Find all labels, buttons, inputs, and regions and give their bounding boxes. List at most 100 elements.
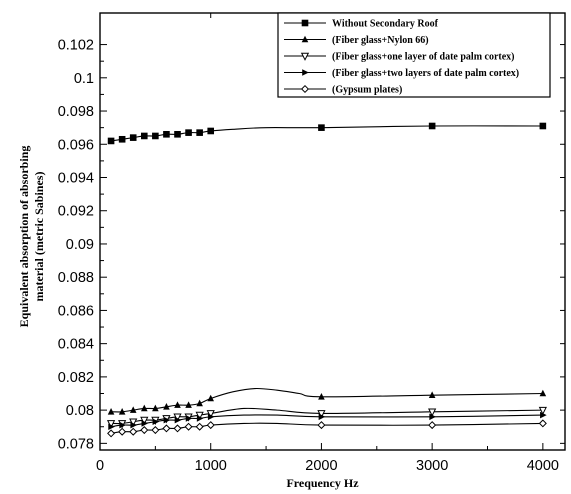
data-point (129, 427, 138, 436)
data-point (107, 407, 115, 415)
data-point (130, 421, 138, 429)
x-tick-label: 2000 (305, 458, 337, 474)
series-line (111, 387, 543, 413)
data-point (163, 416, 171, 424)
legend-marker (300, 84, 310, 94)
legend-marker (300, 52, 310, 61)
series-1 (107, 122, 547, 145)
data-point (119, 421, 126, 429)
data-point (140, 132, 148, 140)
legend-marker (301, 35, 309, 43)
data-point (185, 415, 193, 422)
series-layer (106, 122, 547, 438)
legend-label: (Fiber glass+one layer of date palm cort… (332, 52, 515, 63)
legend-label: Without Secondary Roof (332, 19, 439, 30)
data-point (317, 410, 326, 419)
data-point (207, 127, 215, 135)
data-point (152, 132, 159, 140)
y-tick-label: 0.084 (58, 337, 94, 353)
data-point (174, 401, 181, 408)
data-point (429, 413, 436, 421)
legend-box (277, 12, 551, 98)
y-tick-label: 0.096 (58, 137, 94, 153)
series-5 (107, 419, 547, 438)
data-point (106, 420, 116, 429)
data-point (539, 389, 547, 397)
data-point (129, 418, 138, 427)
data-point (173, 424, 182, 433)
y-tick-label: 0.09 (66, 237, 94, 253)
data-point (196, 129, 203, 136)
data-point (129, 406, 137, 413)
data-point (195, 422, 204, 431)
data-point (428, 421, 437, 430)
x-tick-label: 1000 (195, 458, 227, 474)
data-point (317, 421, 326, 430)
legend: Without Secondary Roof (Fiber glass+Nylon… (277, 12, 551, 98)
data-point (185, 129, 192, 136)
data-point (184, 422, 193, 431)
legend-marker (302, 69, 309, 76)
y-tick-label: 0.078 (58, 436, 94, 452)
series-2 (107, 387, 547, 415)
data-point (428, 391, 436, 398)
series-4 (108, 411, 547, 431)
data-point (141, 420, 149, 427)
data-point (173, 413, 182, 422)
y-axis-title-line: Equivalent absorption of absorbing (17, 146, 31, 328)
data-point (207, 394, 215, 402)
data-point (118, 135, 126, 143)
data-point (195, 411, 204, 421)
data-point (538, 406, 547, 416)
data-point (540, 411, 547, 419)
data-point (118, 427, 127, 436)
data-point (107, 137, 115, 145)
data-point (152, 418, 160, 426)
data-point (140, 416, 149, 426)
data-point (162, 424, 171, 433)
x-tick-label: 3000 (416, 458, 448, 474)
x-axis-title: Frequency Hz (286, 476, 359, 490)
data-point (118, 407, 126, 415)
data-point (163, 402, 170, 410)
data-point (196, 399, 203, 407)
y-tick-label: 0.098 (58, 104, 94, 120)
data-point (428, 408, 437, 417)
y-tick-label: 0.092 (58, 204, 94, 220)
y-tick-label: 0.094 (58, 170, 94, 186)
data-point (152, 404, 159, 412)
legend-label: (Fiber glass+Nylon 66) (332, 35, 429, 46)
data-point (108, 423, 115, 431)
data-point (207, 413, 215, 421)
data-point (151, 426, 160, 435)
x-tick-label: 4000 (527, 458, 559, 474)
y-tick-label: 0.088 (58, 270, 94, 286)
data-point (140, 426, 149, 435)
legend-label: (Gypsum plates) (332, 85, 402, 96)
data-point (206, 410, 215, 419)
data-point (107, 429, 116, 438)
data-point (196, 415, 204, 422)
y-tick-label: 0.082 (58, 370, 94, 386)
data-point (129, 134, 137, 141)
data-point (140, 404, 148, 412)
data-point (428, 122, 436, 130)
axes-layer: 0.078 0.08 0.082 0.084 0.086 0.088 0.09 0.092 0.… (17, 13, 565, 490)
legend-label: (Fiber glass+two layers of date palm cor… (332, 68, 519, 79)
data-point (163, 130, 170, 138)
data-point (539, 122, 547, 130)
series-3 (106, 406, 547, 429)
data-point (318, 393, 325, 400)
y-axis-title-line: material (metric Sabines) (32, 172, 46, 302)
data-point (318, 413, 326, 421)
data-point (174, 416, 182, 424)
data-point (174, 130, 181, 138)
x-tick-label: 0 (96, 458, 104, 474)
data-point (318, 124, 325, 131)
data-point (185, 401, 192, 408)
data-point (206, 421, 215, 430)
series-line (111, 407, 543, 425)
y-tick-label: 0.1 (74, 71, 94, 87)
y-tick-label: 0.086 (58, 303, 94, 319)
